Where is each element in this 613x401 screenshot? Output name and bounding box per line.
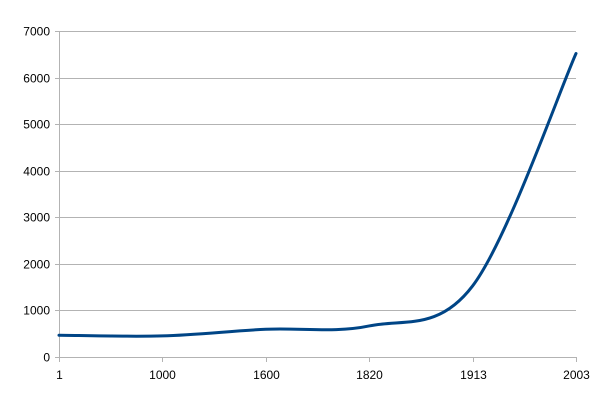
x-tick-label: 1913 bbox=[460, 368, 487, 382]
x-tick-label: 1 bbox=[56, 368, 63, 382]
x-tick-label: 1600 bbox=[253, 368, 280, 382]
y-tick-label: 4000 bbox=[23, 165, 50, 179]
y-tick-label: 1000 bbox=[23, 304, 50, 318]
x-tick-label: 1000 bbox=[149, 368, 176, 382]
x-tick-label: 1820 bbox=[356, 368, 383, 382]
y-tick-label: 0 bbox=[43, 351, 50, 365]
y-tick-label: 5000 bbox=[23, 118, 50, 132]
series-layer bbox=[57, 52, 578, 338]
x-tick-label: 2003 bbox=[563, 368, 590, 382]
series-line bbox=[57, 52, 578, 338]
gridlines bbox=[59, 31, 576, 311]
tick-labels: 0 1000 2000 3000 4000 5000 6000 7000 1 1000 1600 18… bbox=[23, 25, 590, 383]
axes bbox=[55, 31, 577, 362]
y-tick-label: 2000 bbox=[23, 258, 50, 272]
y-tick-label: 7000 bbox=[23, 25, 50, 39]
y-tick-label: 6000 bbox=[23, 72, 50, 86]
y-tick-label: 3000 bbox=[23, 211, 50, 225]
